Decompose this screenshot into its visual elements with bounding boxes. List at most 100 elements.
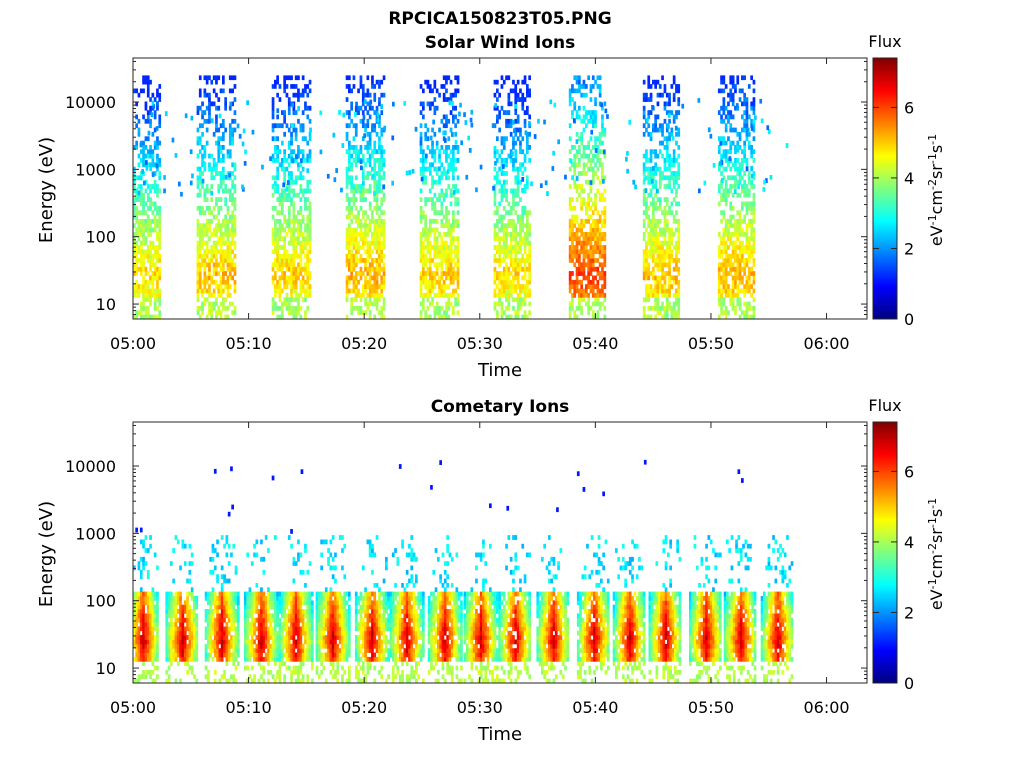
heatmap-cell <box>426 240 430 246</box>
heatmap-cell <box>736 166 740 172</box>
heatmap-cell <box>745 201 749 207</box>
heatmap-cell <box>571 232 574 237</box>
heatmap-cell <box>663 262 667 268</box>
heatmap-cell <box>271 136 275 142</box>
heatmap-cell <box>345 184 349 189</box>
heatmap-cell <box>176 639 180 645</box>
heatmap-cell <box>144 297 148 303</box>
heatmap-cell <box>445 218 448 224</box>
heatmap-cell <box>720 105 723 111</box>
heatmap-cell <box>656 236 660 241</box>
heatmap-cell <box>378 232 381 237</box>
heatmap-cell <box>151 258 155 263</box>
heatmap-cell <box>146 118 150 124</box>
heatmap-cell <box>727 118 730 124</box>
heatmap-cell <box>382 305 386 311</box>
heatmap-cell <box>512 262 515 268</box>
heatmap-cell <box>139 171 143 176</box>
heatmap-cell <box>345 84 349 89</box>
heatmap-cell <box>215 310 218 315</box>
heatmap-cell <box>276 240 279 246</box>
heatmap-cell <box>505 197 508 202</box>
heatmap-cell <box>139 626 143 632</box>
heatmap-cell <box>568 227 572 233</box>
heatmap-cell <box>571 97 574 102</box>
heatmap-cell <box>722 236 726 241</box>
heatmap-cell <box>575 188 579 194</box>
heatmap-cell <box>432 119 435 125</box>
heatmap-cell <box>603 314 607 320</box>
heatmap-cell <box>571 218 574 224</box>
heatmap-cell <box>301 214 305 220</box>
heatmap-cell <box>371 166 374 172</box>
heatmap-cell <box>153 609 157 614</box>
heatmap-cell <box>133 223 136 229</box>
heatmap-cell <box>526 240 529 246</box>
heatmap-cell <box>350 301 353 307</box>
heatmap-cell <box>153 626 157 632</box>
heatmap-cell <box>424 314 427 320</box>
heatmap-cell <box>645 158 648 163</box>
heatmap-cell <box>516 305 520 311</box>
heatmap-cell <box>306 262 310 268</box>
heatmap-cell <box>153 140 157 146</box>
heatmap-cell <box>217 140 221 146</box>
heatmap-cell <box>304 310 307 315</box>
heatmap-cell <box>594 297 597 303</box>
heatmap-cell <box>743 266 746 272</box>
heatmap-cell <box>142 114 145 120</box>
heatmap-cell <box>139 613 143 619</box>
heatmap-cell <box>585 171 588 176</box>
heatmap-cell <box>601 266 604 272</box>
heatmap-cell <box>165 652 169 658</box>
heatmap-cell <box>278 275 282 281</box>
heatmap-cell <box>151 604 155 610</box>
heatmap-cell <box>575 75 579 81</box>
heatmap-cell <box>580 131 583 137</box>
heatmap-cell <box>568 305 572 311</box>
heatmap-cell <box>672 184 676 189</box>
heatmap-cell <box>290 136 293 142</box>
heatmap-cell <box>598 149 602 155</box>
heatmap-cell <box>382 210 386 216</box>
heatmap-cell <box>734 292 737 298</box>
heatmap-cell <box>137 617 141 623</box>
heatmap-cell <box>645 297 648 303</box>
heatmap-cell <box>198 240 202 246</box>
heatmap-cell <box>737 184 740 189</box>
heatmap-cell <box>519 232 522 237</box>
heatmap-cell <box>431 101 434 107</box>
heatmap-cell <box>668 249 671 255</box>
heatmap-cell <box>738 131 742 137</box>
heatmap-cell <box>729 145 733 150</box>
heatmap-cell <box>467 135 470 141</box>
heatmap-cell <box>668 110 671 115</box>
heatmap-cell <box>447 266 451 272</box>
heatmap-cell <box>724 192 728 198</box>
heatmap-cell <box>738 214 742 220</box>
heatmap-cell <box>422 232 425 237</box>
heatmap-cell <box>496 275 499 281</box>
heatmap-cell <box>654 236 657 241</box>
heatmap-cell <box>201 162 204 168</box>
heatmap-cell <box>301 236 305 241</box>
heatmap-cell <box>297 275 300 281</box>
heatmap-cell <box>594 118 597 124</box>
heatmap-cell <box>360 165 363 171</box>
heatmap-cell <box>297 253 300 259</box>
heatmap-cell <box>366 149 370 155</box>
heatmap-cell <box>424 179 427 185</box>
heatmap-cell <box>222 236 225 241</box>
heatmap-cell <box>378 184 381 189</box>
heatmap-cell <box>516 279 520 285</box>
heatmap-cell <box>667 113 671 118</box>
heatmap-cell <box>352 145 356 150</box>
heatmap-cell <box>449 271 453 276</box>
heatmap-cell <box>151 158 155 163</box>
heatmap-cell <box>743 214 746 220</box>
heatmap-cell <box>587 236 590 241</box>
heatmap-cell <box>167 665 171 671</box>
heatmap-cell <box>573 88 577 94</box>
heatmap-cell <box>747 171 751 176</box>
heatmap-cell <box>647 205 651 211</box>
